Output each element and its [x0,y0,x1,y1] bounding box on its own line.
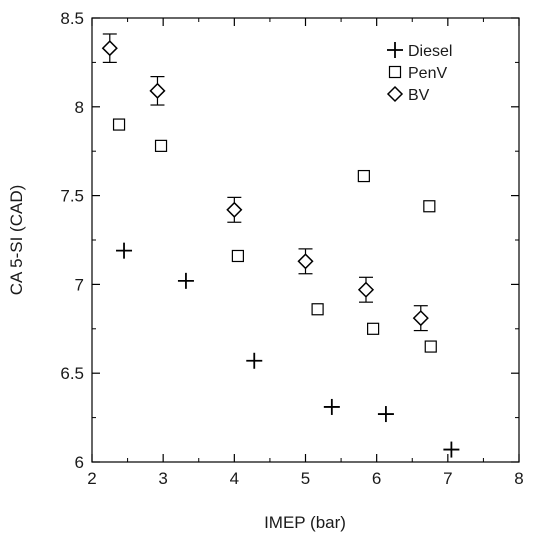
y-axis-ticks: 6 6.5 7 7.5 8 8.5 [60,9,519,472]
y-tick-label: 8 [75,98,84,117]
bv-point [226,201,243,218]
legend-marker-penv [388,65,402,79]
diesel-point [246,352,263,369]
legend-label-diesel: Diesel [408,43,452,60]
x-tick-label: 6 [372,469,381,488]
bv-point [101,40,118,57]
x-tick-label: 4 [230,469,239,488]
x-tick-label: 7 [443,469,452,488]
penv-point [154,139,168,152]
diesel-point [377,406,394,423]
legend-label-bv: BV [408,87,430,104]
bv-point [412,310,429,327]
diesel-point [443,441,460,458]
y-tick-label: 8.5 [60,9,84,28]
bv-point [297,253,314,270]
diesel-point [116,242,133,259]
y-tick-label: 7.5 [60,187,84,206]
diesel-point [177,272,194,289]
data-marks [101,33,460,458]
x-tick-label: 2 [87,469,96,488]
legend-marker-diesel [387,42,403,58]
x-axis-label: IMEP (bar) [264,513,346,532]
penv-point [367,322,380,335]
y-tick-label: 7 [75,275,84,294]
bv-point [357,281,375,298]
legend: Diesel PenV BV [386,42,452,104]
x-tick-label: 5 [301,469,310,488]
legend-label-penv: PenV [408,65,447,82]
y-axis-label: CA 5-SI (CAD) [7,185,26,296]
legend-marker-bv [386,85,404,103]
penv-point [424,340,437,353]
penv-point [112,118,126,131]
penv-point [423,200,436,213]
diesel-point [323,398,340,415]
x-tick-label: 3 [158,469,167,488]
penv-point [231,249,244,263]
penv-point [311,303,324,316]
y-tick-label: 6.5 [60,364,84,383]
penv-point [357,169,370,183]
bv-point [149,82,166,99]
y-tick-label: 6 [75,453,84,472]
x-tick-label: 8 [514,469,523,488]
x-axis-ticks: 2 3 4 5 6 7 8 [87,18,524,488]
